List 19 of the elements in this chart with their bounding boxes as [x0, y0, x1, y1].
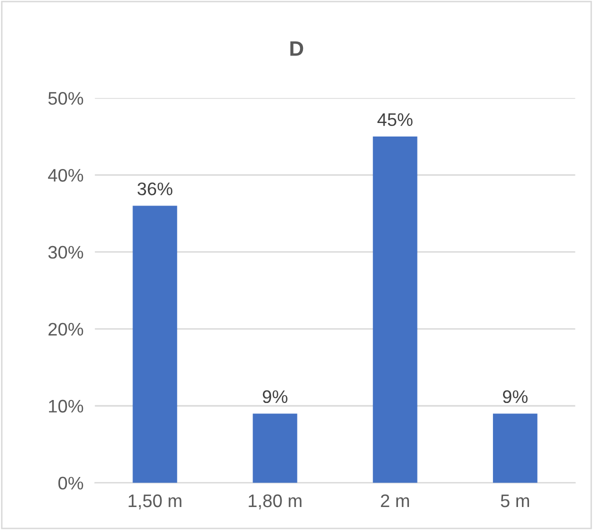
data-label: 36%	[138, 182, 172, 196]
bar	[372, 136, 418, 483]
x-tick-label: 5 m	[500, 494, 530, 508]
bar	[252, 414, 298, 483]
y-tick-label: 20%	[48, 322, 84, 336]
y-tick-label: 0%	[58, 476, 84, 490]
data-label: 9%	[262, 390, 288, 404]
x-tick-label: 1,80 m	[248, 494, 302, 510]
x-tick-label: 2 m	[380, 494, 409, 508]
x-tick-label: 1,50 m	[128, 494, 182, 510]
bar	[492, 414, 538, 483]
y-tick-label: 50%	[48, 92, 84, 105]
y-tick-label: 30%	[48, 246, 84, 259]
chart-title: D	[290, 41, 304, 56]
data-label: 45%	[377, 113, 413, 126]
data-label: 9%	[502, 390, 528, 404]
y-tick-label: 10%	[49, 400, 84, 413]
y-tick-label: 40%	[48, 168, 84, 182]
bar	[132, 206, 178, 483]
